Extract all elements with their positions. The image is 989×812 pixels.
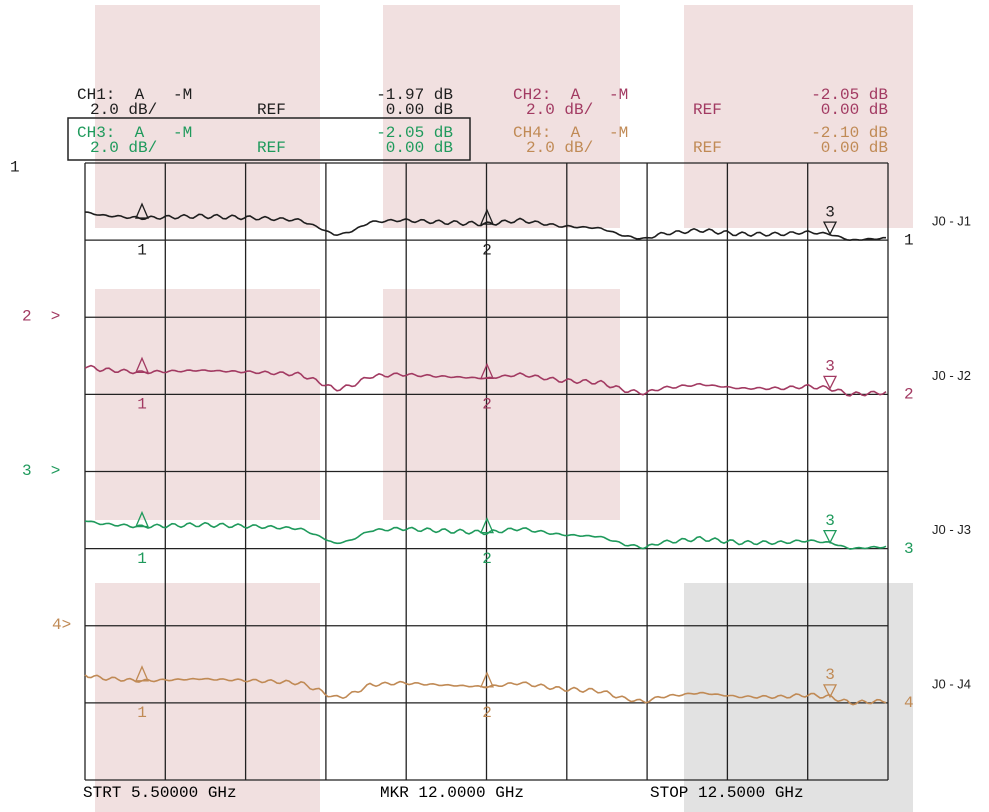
marker-triangle	[822, 529, 838, 545]
ref-label: REF	[257, 101, 286, 119]
ref-label: REF	[693, 101, 722, 119]
marker-label: 3	[825, 358, 835, 376]
reference-marker: 3 >	[22, 462, 60, 480]
marker-label: 3	[825, 666, 835, 684]
port-label: J0 - J3	[932, 522, 971, 537]
marker-triangle	[135, 510, 149, 528]
marker-triangle	[822, 684, 838, 699]
trace	[84, 211, 886, 242]
marker-label: 1	[137, 241, 147, 259]
marker-label: 1	[137, 704, 147, 722]
scale: 2.0 dB/	[90, 101, 157, 119]
marker-triangle	[480, 671, 494, 688]
ref-value: 0.00 dB	[386, 101, 453, 119]
marker-value: -1.97 dB	[376, 86, 453, 104]
marker-triangle	[135, 202, 149, 219]
stop-frequency: STOP 12.5000 GHz	[650, 784, 804, 802]
marker-value: -2.10 dB	[811, 124, 888, 142]
grid	[84, 162, 889, 781]
marker-label: 1	[137, 396, 147, 414]
active-channel-box	[67, 117, 471, 161]
start-frequency: STRT 5.50000 GHz	[83, 784, 237, 802]
marker-triangle	[822, 375, 838, 390]
scale: 2.0 dB/	[90, 139, 157, 157]
channel-name: CH2: A -M	[513, 86, 628, 104]
trace	[84, 674, 887, 706]
ref-label: REF	[257, 139, 286, 157]
marker-label: 1	[137, 550, 147, 568]
ref-value: 0.00 dB	[386, 139, 453, 157]
channel-name: CH4: A -M	[513, 124, 628, 142]
ref-value: 0.00 dB	[821, 101, 888, 119]
scale: 2.0 dB/	[526, 139, 593, 157]
reference-marker: 2 >	[22, 308, 60, 326]
marker-triangle	[135, 356, 149, 373]
scale: 2.0 dB/	[526, 101, 593, 119]
content: CH1: A -M -1.97 dB 2.0 dB/REF 0.00 dB CH2: A…	[10, 86, 971, 722]
marker-triangle	[822, 221, 838, 236]
reference-marker: 1	[10, 158, 20, 176]
channel-name: CH1: A -M	[77, 86, 192, 104]
marker-frequency: MKR 12.0000 GHz	[380, 784, 524, 802]
trace	[84, 520, 887, 550]
marker-triangle	[480, 208, 494, 225]
marker-label: 2	[482, 550, 492, 568]
marker-label: 2	[482, 396, 492, 414]
marker-label: 3	[825, 512, 835, 530]
marker-value: -2.05 dB	[376, 124, 453, 142]
end-label: 3	[904, 540, 914, 558]
marker-triangle	[480, 516, 494, 534]
end-label: 4	[904, 694, 914, 712]
marker-value: -2.05 dB	[811, 86, 888, 104]
marker-triangle	[480, 362, 494, 380]
marker-label: 2	[482, 704, 492, 722]
marker-label: 2	[482, 241, 492, 259]
end-label: 1	[904, 231, 914, 249]
reference-marker: 4>	[52, 616, 71, 634]
end-label: 2	[904, 386, 914, 404]
port-label: J0 - J1	[932, 214, 971, 229]
ref-label: REF	[693, 139, 722, 157]
channel-name: CH3: A -M	[77, 124, 192, 142]
marker-label: 3	[825, 203, 835, 221]
ref-value: 0.00 dB	[821, 139, 888, 157]
port-label: J0 - J4	[932, 676, 971, 691]
background-patches	[95, 5, 913, 812]
port-label: J0 - J2	[932, 368, 971, 383]
marker-triangle	[135, 665, 149, 682]
